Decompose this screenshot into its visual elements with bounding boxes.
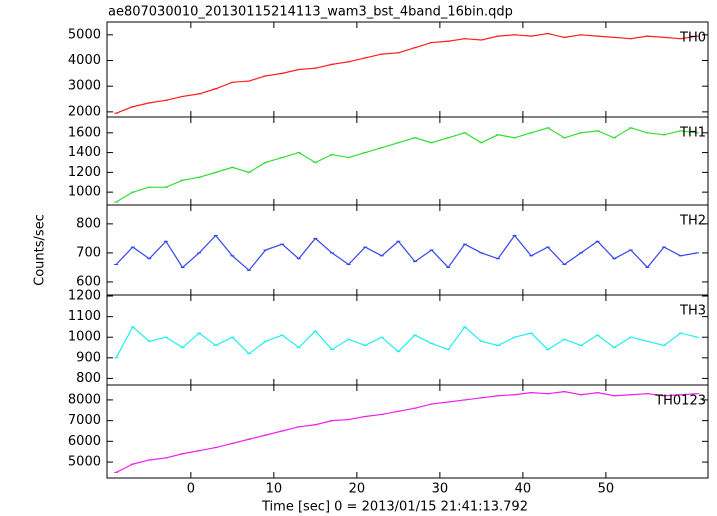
series-label: TH0123 <box>654 394 706 409</box>
y-tick-label: 1200 <box>68 165 101 180</box>
y-tick-label: 1400 <box>68 145 101 160</box>
x-tick-label: 10 <box>266 482 283 497</box>
y-tick-label: 800 <box>76 371 101 386</box>
y-tick-label: 600 <box>76 274 101 289</box>
y-tick-label: 5000 <box>68 455 101 470</box>
panel-frame <box>106 294 709 386</box>
x-axis-label: Time [sec] 0 = 2013/01/15 21:41:13.792 <box>261 500 528 515</box>
x-tick-label: 30 <box>432 482 449 497</box>
y-tick-label: 6000 <box>68 434 101 449</box>
y-tick-label: 7000 <box>68 413 101 428</box>
series-label: TH1 <box>679 126 706 141</box>
data-line <box>115 32 698 114</box>
data-line <box>115 234 698 272</box>
y-tick-label: 1100 <box>68 309 101 324</box>
y-tick-label: 3000 <box>68 79 101 94</box>
series-label: TH3 <box>679 304 706 319</box>
y-tick-label: 800 <box>76 216 101 231</box>
x-tick-label: 20 <box>349 482 366 497</box>
y-axis-label: Counts/sec <box>33 214 48 286</box>
panel-frame <box>106 21 709 118</box>
x-tick-label: 50 <box>598 482 615 497</box>
series-label: TH0 <box>679 31 706 46</box>
y-tick-label: 1600 <box>68 125 101 140</box>
x-tick-label: 40 <box>515 482 532 497</box>
data-line <box>115 391 698 473</box>
y-tick-label: 1200 <box>68 289 101 304</box>
y-tick-label: 700 <box>76 245 101 260</box>
y-tick-label: 2000 <box>68 104 101 119</box>
data-line <box>115 325 698 359</box>
y-tick-label: 5000 <box>68 27 101 42</box>
y-tick-label: 1000 <box>68 185 101 200</box>
y-tick-label: 900 <box>76 350 101 365</box>
data-line <box>115 127 698 203</box>
chart-title: ae807030010_20130115214113_wam3_bst_4ban… <box>108 5 513 20</box>
y-tick-label: 8000 <box>68 392 101 407</box>
x-tick-label: 0 <box>187 482 195 497</box>
panel-frame <box>106 204 709 296</box>
panel-frame <box>106 116 709 206</box>
panel-frame <box>106 384 709 479</box>
y-tick-label: 4000 <box>68 53 101 68</box>
series-label: TH2 <box>679 214 706 229</box>
y-tick-label: 1000 <box>68 330 101 345</box>
